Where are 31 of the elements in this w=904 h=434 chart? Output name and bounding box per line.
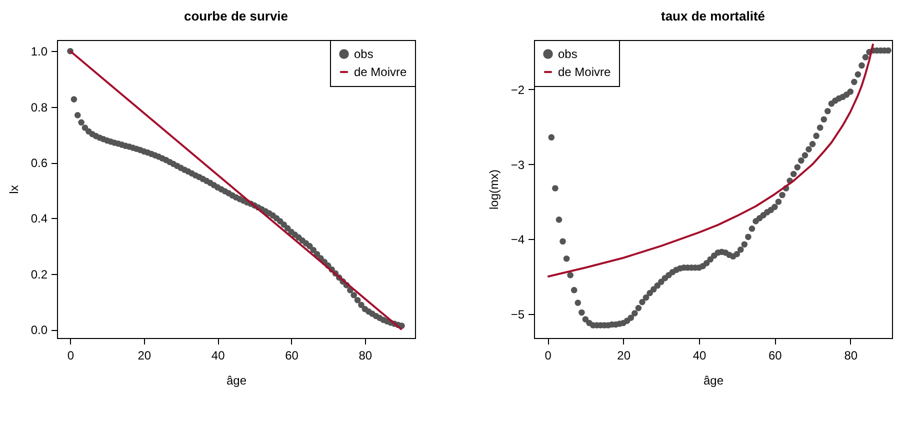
y-tick-label: −2 [510,82,525,97]
y-axis-title: log(mx) [486,169,501,210]
x-tick-label: 60 [768,348,782,362]
legend-label: obs [558,47,578,61]
x-axis-title: âge [226,374,247,388]
y-tick-label: 1.0 [30,44,48,59]
y-tick-label: 0.4 [30,212,48,226]
legend-label: de Moivre [558,65,612,79]
y-axis-title: lx [6,185,21,194]
x-tick-label: 0 [544,348,552,362]
x-tick-label: 20 [617,348,631,362]
x-axis-title: âge [703,374,724,388]
x-tick-label: 80 [844,348,858,362]
y-tick-label: 0.2 [30,267,48,282]
y-tick-label: 0.0 [30,323,48,338]
y-tick-label: −5 [510,308,525,322]
y-tick-label: 0.8 [30,100,48,114]
y-tick-label: 0.6 [30,156,48,170]
legend-label: obs [354,47,374,61]
chart-title: courbe de survie [184,8,288,24]
x-tick-label: 40 [211,348,226,362]
x-tick-label: 20 [138,348,152,362]
y-tick-label: −4 [510,232,525,247]
x-tick-label: 80 [358,348,372,362]
chart-title: taux de mortalité [660,8,766,24]
x-tick-label: 40 [692,348,706,362]
line-series [546,42,874,278]
x-tick-label: 60 [285,348,299,362]
legend-label: de Moivre [354,65,408,79]
y-tick-label: −3 [510,158,525,172]
x-tick-label: 0 [67,348,74,362]
